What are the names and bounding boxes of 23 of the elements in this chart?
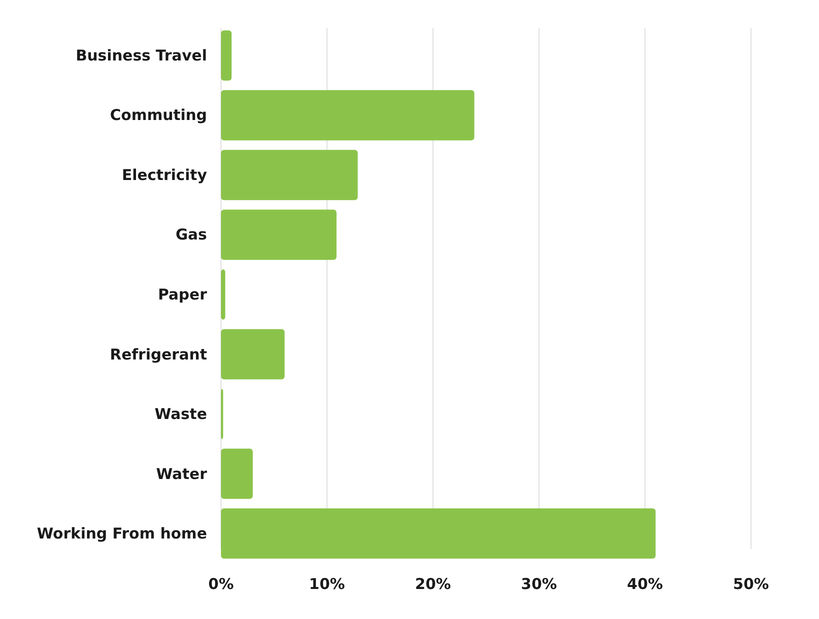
bar xyxy=(221,210,337,260)
bar xyxy=(221,329,285,380)
y-tick-label: Commuting xyxy=(110,106,207,124)
y-tick-label: Paper xyxy=(158,286,208,304)
bar xyxy=(221,30,232,81)
bar xyxy=(221,448,253,499)
y-tick-label: Electricity xyxy=(122,166,208,184)
y-tick-label: Gas xyxy=(176,226,208,244)
y-tick-label: Waste xyxy=(154,405,207,424)
bar xyxy=(221,269,226,320)
bar xyxy=(221,150,358,200)
bar xyxy=(221,90,474,140)
bar xyxy=(221,508,656,559)
x-tick-label: 0% xyxy=(208,575,234,593)
x-tick-label: 40% xyxy=(627,575,663,593)
y-tick-label: Water xyxy=(156,464,208,483)
y-tick-label: Business Travel xyxy=(76,46,207,64)
x-tick-label: 50% xyxy=(733,575,769,593)
y-tick-label: Refrigerant xyxy=(110,345,207,364)
x-tick-label: 20% xyxy=(415,575,451,593)
y-tick-label: Working From home xyxy=(36,524,207,543)
x-tick-label: 30% xyxy=(521,575,557,593)
x-tick-label: 10% xyxy=(309,575,345,593)
